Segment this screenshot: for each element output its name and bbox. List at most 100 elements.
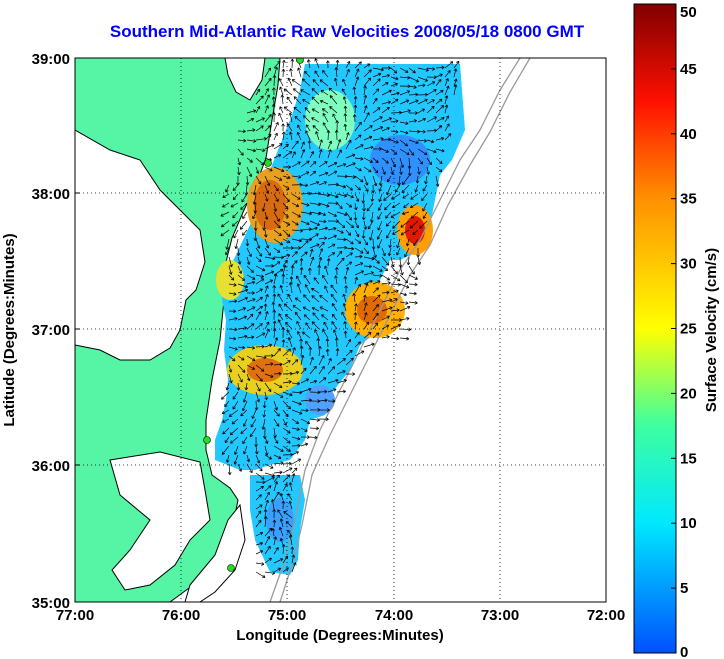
velocity-arrow [354,121,362,132]
velocity-arrow [299,338,303,348]
velocity-arrow [302,306,311,312]
velocity-arrow [273,409,280,417]
velocity-arrow [291,202,300,208]
velocity-arrow [246,355,256,362]
velocity-arrow [435,175,440,187]
velocity-arrow [294,115,302,123]
velocity-arrow [273,193,279,202]
velocity-arrow [421,193,428,202]
velocity-arrow [408,274,418,280]
velocity-arrow [291,473,296,483]
velocity-arrow [303,274,311,285]
velocity-arrow [273,238,284,246]
velocity-arrow [331,321,338,330]
velocity-arrow [372,175,378,187]
velocity-arrow [354,184,361,191]
velocity-arrow [246,291,255,295]
velocity-arrow [272,74,277,87]
velocity-arrow [309,151,315,159]
velocity-arrow [311,306,320,312]
velocity-arrow [246,109,257,114]
velocity-arrow [309,170,317,177]
velocity-arrow [255,373,263,382]
velocity-arrow [272,112,277,123]
velocity-arrow [220,211,230,217]
velocity-arrow [334,67,339,78]
velocity-arrow [426,99,435,105]
velocity-arrow [297,331,302,339]
velocity-arrow [273,154,282,159]
velocity-arrow [381,306,393,312]
velocity-arrow [305,130,311,141]
velocity-arrow [413,238,419,247]
velocity-arrow [272,320,277,330]
velocity-arrow [291,562,297,573]
velocity-arrow [372,247,377,258]
velocity-arrow [236,382,241,391]
velocity-arrow [278,112,284,123]
velocity-arrow [422,211,428,219]
velocity-arrow [264,247,271,256]
velocity-arrow [417,108,426,114]
velocity-arrow [362,202,366,212]
velocity-arrow [343,321,347,330]
radar-station-marker [203,436,211,444]
velocity-arrow [353,96,358,105]
velocity-arrow [417,76,429,82]
velocity-arrow [300,211,312,216]
velocity-arrow [272,508,276,519]
velocity-arrow [237,129,246,134]
velocity-arrow [319,294,329,303]
velocity-arrow [264,536,271,546]
velocity-arrow [300,442,309,447]
velocity-arrow [246,247,252,258]
velocity-arrow [264,264,275,268]
velocity-arrow [237,256,242,265]
velocity-arrow [300,427,308,432]
velocity-arrow [343,330,348,339]
velocity-arrow [299,258,304,267]
velocity-arrow [255,323,263,330]
velocity-arrow [273,166,285,173]
velocity-arrow [363,175,369,186]
velocity-arrow [255,504,263,510]
velocity-arrow [282,400,291,410]
velocity-arrow [386,229,392,239]
velocity-arrow [397,175,401,186]
velocity-arrow [282,151,293,159]
velocity-arrow [363,220,368,230]
velocity-arrow [312,312,320,321]
velocity-arrow [255,519,262,528]
velocity-arrow [299,267,304,276]
colorbar-tick-label: 50 [680,4,697,21]
velocity-arrow [241,193,248,203]
velocity-arrow [264,279,274,285]
velocity-arrow [273,536,278,546]
velocity-arrow [306,59,311,69]
velocity-arrow [435,166,443,173]
velocity-arrow [381,82,389,87]
velocity-arrow [233,454,239,465]
velocity-arrow [237,315,248,321]
velocity-arrow [390,76,399,81]
velocity-arrow [273,220,281,229]
velocity-arrow [333,77,338,87]
velocity-arrow [381,166,386,175]
velocity-arrow [228,316,238,321]
velocity-arrow [383,193,392,201]
velocity-arrow [264,166,273,172]
velocity-arrow [305,340,311,348]
velocity-arrow [435,78,442,87]
velocity-arrow [228,256,233,268]
velocity-arrow [318,226,329,231]
velocity-arrow [255,288,263,294]
velocity-arrow [426,139,435,144]
colorbar-tick-label: 25 [680,321,697,338]
velocity-arrow [246,265,254,273]
velocity-arrow [372,126,384,132]
velocity-arrow [354,76,360,87]
velocity-arrow [344,285,348,294]
velocity-arrow [417,139,427,143]
velocity-arrow [336,389,346,394]
velocity-arrow [371,184,376,194]
